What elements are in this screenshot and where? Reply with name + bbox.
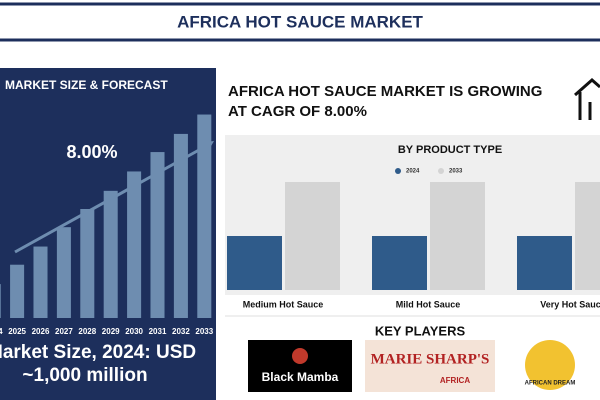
bar xyxy=(150,152,165,318)
legend-label: 2024 xyxy=(406,169,420,175)
bar xyxy=(173,133,188,318)
legend-marker xyxy=(438,168,444,174)
bar xyxy=(575,182,600,290)
cagr-annotation: 8.00% xyxy=(66,142,117,162)
x-tick-label: 2025 xyxy=(8,327,26,336)
market-size-value: ~1,000 million xyxy=(22,365,147,386)
bar xyxy=(372,236,427,290)
player-name: Black Mamba xyxy=(262,370,339,384)
player-name: AFRICAN DREAM xyxy=(525,381,576,387)
bar xyxy=(430,182,485,290)
x-tick-label: 2028 xyxy=(78,327,96,336)
bar xyxy=(10,264,25,318)
legend-label: 2033 xyxy=(449,169,463,175)
x-tick-label: 2032 xyxy=(172,327,190,336)
x-tick-label: 2026 xyxy=(32,327,50,336)
bar xyxy=(227,236,282,290)
bar xyxy=(127,171,142,318)
bar xyxy=(0,284,1,318)
logo-mark xyxy=(292,348,308,364)
player-subname: AFRICA xyxy=(440,376,470,385)
x-tick-label: Mild Hot Sauce xyxy=(396,299,461,309)
key-players-title: KEY PLAYERS xyxy=(375,323,466,338)
bar xyxy=(80,209,95,318)
bar xyxy=(33,246,48,318)
logo xyxy=(525,340,575,390)
market-size: Market Size, 2024: USD xyxy=(0,342,196,363)
x-tick-label: 2031 xyxy=(149,327,167,336)
left-chart-title: MARKET SIZE & FORECAST xyxy=(5,78,168,92)
right-chart-title: BY PRODUCT TYPE xyxy=(398,144,502,156)
legend-marker xyxy=(395,168,401,174)
x-tick-label: 2029 xyxy=(102,327,120,336)
logo xyxy=(365,340,495,392)
x-tick-label: 2033 xyxy=(195,327,213,336)
x-tick-label: 2030 xyxy=(125,327,143,336)
house-icon xyxy=(574,78,600,120)
bar xyxy=(56,227,71,318)
bar xyxy=(103,190,118,318)
x-tick-label: 2027 xyxy=(55,327,73,336)
logo xyxy=(248,340,352,392)
page-title: AFRICA HOT SAUCE MARKET xyxy=(177,12,423,31)
growth-heading: AFRICA HOT SAUCE MARKET IS GROWING xyxy=(228,83,542,100)
x-tick-label: Medium Hot Sauce xyxy=(243,299,324,309)
bar xyxy=(197,114,212,319)
x-tick-label: Very Hot Sauce xyxy=(540,299,600,309)
growth-heading: AT CAGR OF 8.00% xyxy=(228,103,367,120)
bar xyxy=(517,236,572,290)
label-strip xyxy=(225,295,600,315)
bar xyxy=(285,182,340,290)
x-tick-label: 2024 xyxy=(0,327,3,336)
player-name: MARIE SHARP'S xyxy=(371,351,490,367)
